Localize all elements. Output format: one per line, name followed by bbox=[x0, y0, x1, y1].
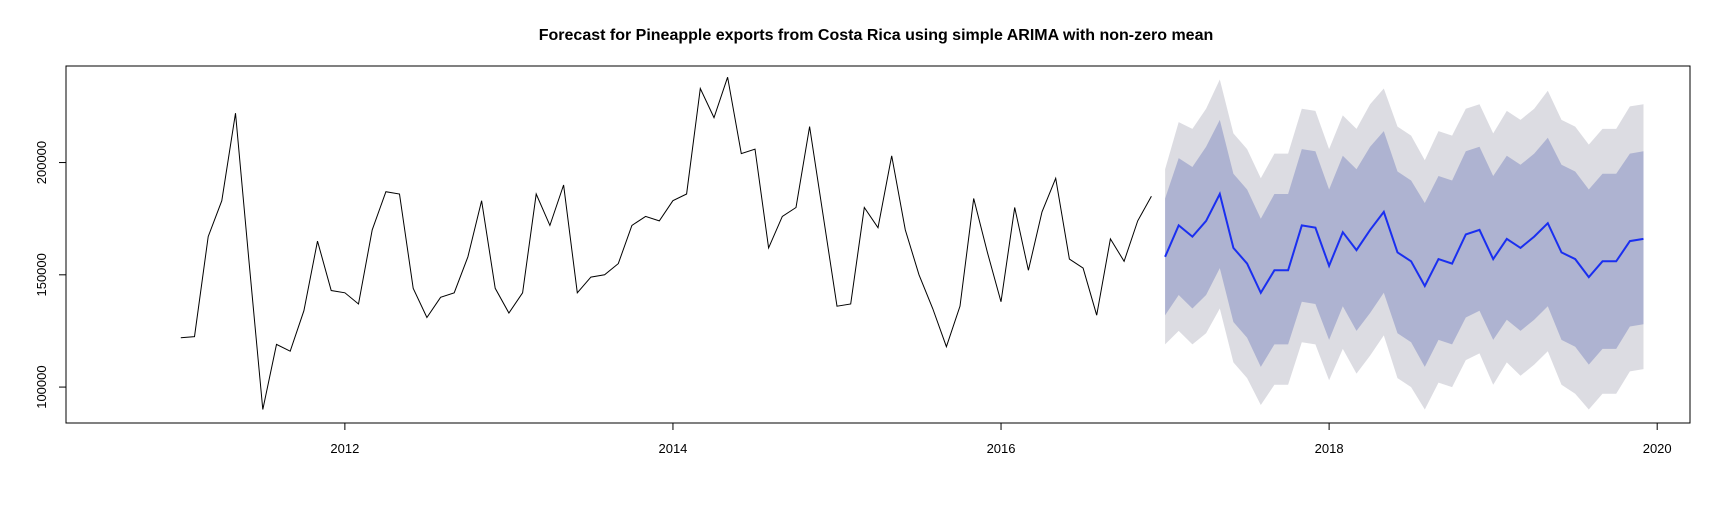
x-tick-label: 2016 bbox=[987, 441, 1016, 456]
x-tick-label: 2020 bbox=[1643, 441, 1672, 456]
history-series-line bbox=[180, 77, 1152, 410]
chart-title: Forecast for Pineapple exports from Cost… bbox=[539, 27, 1213, 44]
x-tick-label: 2012 bbox=[330, 441, 359, 456]
plot-frame bbox=[65, 65, 1691, 424]
y-tick-label: 100000 bbox=[34, 365, 49, 408]
x-axis: 2012 2014 2016 2018 2020 bbox=[330, 423, 1672, 456]
y-tick-label: 150000 bbox=[34, 253, 49, 296]
forecast-mean-line bbox=[1164, 191, 1644, 295]
forecast-80-band bbox=[1165, 119, 1644, 367]
y-tick-label: 200000 bbox=[34, 141, 49, 184]
y-axis: 100000 150000 200000 bbox=[34, 141, 66, 409]
x-tick-label: 2014 bbox=[658, 441, 687, 456]
x-tick-label: 2018 bbox=[1315, 441, 1344, 456]
plot-area bbox=[65, 65, 1691, 424]
